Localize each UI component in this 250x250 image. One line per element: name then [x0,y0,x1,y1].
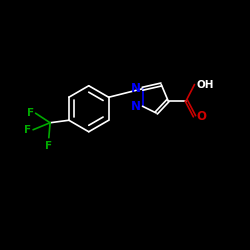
Text: F: F [27,108,34,118]
Text: N: N [130,82,140,95]
Text: OH: OH [196,80,214,90]
Text: N: N [130,100,140,113]
Text: F: F [45,141,52,151]
Text: F: F [24,125,32,135]
Text: O: O [196,110,206,123]
